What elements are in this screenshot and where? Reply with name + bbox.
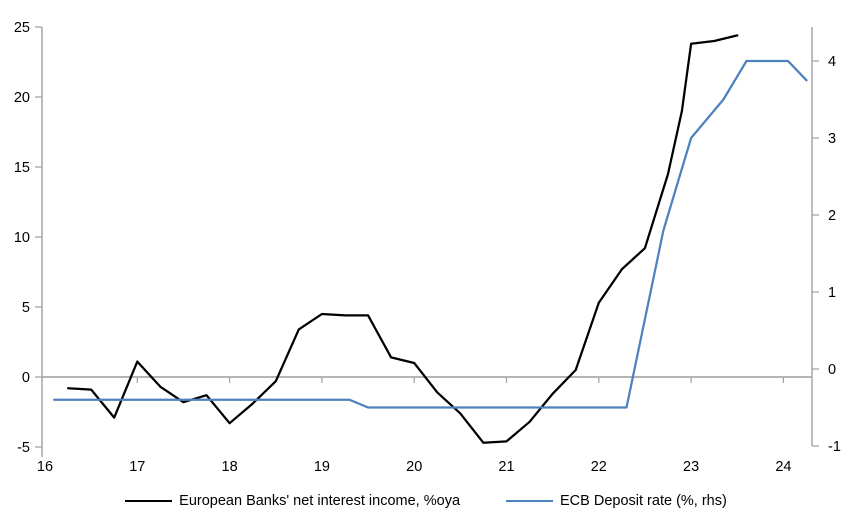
- right-axis-label: 3: [828, 131, 836, 147]
- black-line-sample: [125, 500, 173, 502]
- ecb-deposit-rate-line: [53, 59, 808, 409]
- right-axis-label: 0: [828, 362, 836, 378]
- x-axis-label: 24: [775, 459, 791, 475]
- x-axis-label: 20: [406, 459, 422, 475]
- chart-legend: European Banks' net interest income, %oy…: [0, 489, 852, 513]
- x-axis-label: 19: [314, 459, 330, 475]
- legend-label-net-interest-income: European Banks' net interest income, %oy…: [179, 492, 461, 509]
- right-axis-label: -1: [828, 439, 841, 455]
- left-axis-label: 0: [22, 370, 30, 386]
- left-axis-label: -5: [17, 440, 30, 456]
- legend-item-net-interest-income: European Banks' net interest income, %oy…: [125, 494, 460, 509]
- blue-line-sample: [506, 500, 554, 502]
- right-axis-label: 1: [828, 285, 836, 301]
- x-axis-label: 18: [222, 459, 238, 475]
- left-axis-label: 25: [14, 20, 30, 36]
- x-axis-label: 16: [37, 459, 53, 475]
- right-axis-label: 2: [828, 208, 836, 224]
- x-axis-label: 23: [683, 459, 699, 475]
- net-interest-income-line: [66, 34, 739, 444]
- left-axis-label: 20: [14, 90, 30, 106]
- legend-item-ecb-deposit-rate: ECB Deposit rate (%, rhs): [506, 494, 727, 509]
- left-axis-label: 5: [22, 300, 30, 316]
- x-axis-label: 21: [498, 459, 514, 475]
- x-axis-label: 17: [129, 459, 145, 475]
- right-axis-label: 4: [828, 54, 836, 70]
- left-axis-label: 15: [14, 160, 30, 176]
- x-axis-label: 22: [591, 459, 607, 475]
- left-axis-label: 10: [14, 230, 30, 246]
- legend-label-ecb-deposit-rate: ECB Deposit rate (%, rhs): [560, 492, 727, 509]
